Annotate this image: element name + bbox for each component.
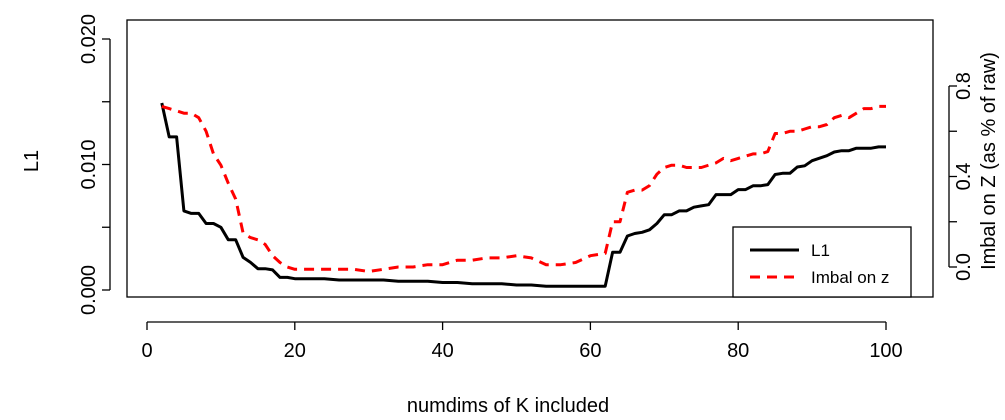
- y2-tick-label: 0.0: [953, 253, 975, 281]
- x-tick-label: 80: [727, 340, 749, 362]
- x-tick-label: 20: [284, 340, 306, 362]
- x-tick-label: 100: [869, 340, 902, 362]
- legend-label-imbal: Imbal on z: [811, 268, 889, 287]
- y-axis-left: 0.000 0.010 0.020: [78, 14, 111, 315]
- y2-tick-label: 0.4: [953, 163, 975, 191]
- x-tick-label: 60: [579, 340, 601, 362]
- y2-axis-title: Imbal on Z (as % of raw): [978, 52, 1000, 270]
- x-axis: 0 20 40 60 80 100: [141, 321, 903, 362]
- y-tick-label: 0.010: [78, 139, 100, 189]
- x-tick-label: 40: [431, 340, 453, 362]
- legend: L1 Imbal on z: [732, 226, 912, 298]
- series-line-imbal: [161, 104, 886, 273]
- series-layer: [160, 102, 886, 288]
- y2-tick-label: 0.8: [953, 72, 975, 100]
- legend-label-l1: L1: [811, 241, 830, 260]
- y-tick-label: 0.000: [78, 265, 100, 315]
- y-tick-label: 0.020: [78, 14, 100, 64]
- y-axis-title: L1: [21, 150, 43, 172]
- legend-box: [732, 226, 912, 298]
- y-axis-right: 0.0 0.4 0.8: [948, 72, 975, 281]
- plot-frame: [126, 19, 934, 298]
- series-line-l1: [160, 102, 886, 288]
- x-tick-label: 0: [141, 340, 152, 362]
- x-axis-title: numdims of K included: [407, 395, 609, 417]
